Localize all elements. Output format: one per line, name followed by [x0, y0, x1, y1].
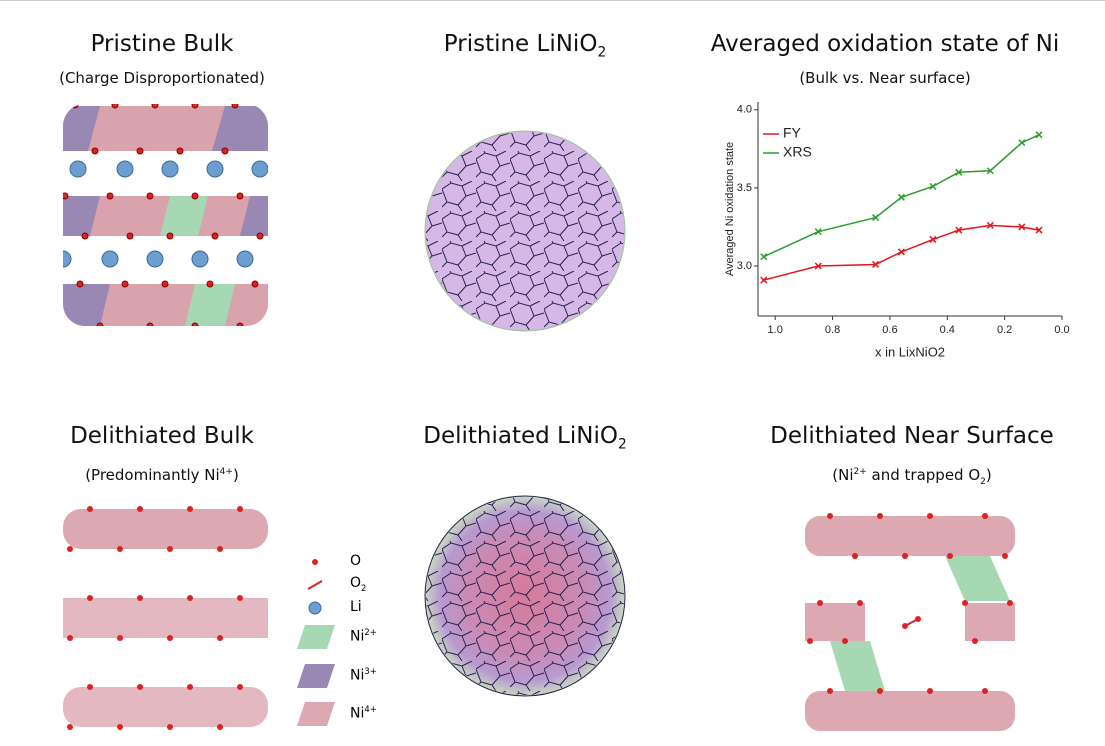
legend-label: FY: [783, 125, 802, 141]
title-text: Pristine LiNiO: [444, 31, 598, 57]
illustrations: FY XRS x in LixNiO2 Averaged Ni oxidatio…: [0, 1, 1105, 746]
point-marker: [1019, 140, 1025, 146]
t: 2+: [364, 627, 376, 637]
panel-title: Delithiated Bulk: [70, 423, 254, 449]
line-chart: FY XRS x in LixNiO2 Averaged Ni oxidatio…: [724, 102, 1070, 359]
legend-label: Ni2+: [350, 627, 377, 645]
x-tick-label: 0.6: [882, 324, 897, 336]
figure: FY XRS x in LixNiO2 Averaged Ni oxidatio…: [0, 0, 1105, 746]
delithiated-bulk-structure: [63, 506, 268, 730]
t: 4+: [220, 467, 233, 477]
panel-subtitle: (Ni2+ and trapped O2): [832, 466, 992, 487]
t: 3+: [364, 666, 376, 676]
t: ): [986, 466, 992, 484]
legend-label: O: [350, 553, 361, 569]
t: (Ni: [832, 466, 853, 484]
t: (Predominantly Ni: [85, 466, 219, 484]
legend-label: Li: [350, 599, 362, 615]
t: 4+: [364, 704, 376, 714]
t: Ni: [350, 706, 364, 722]
y-tick-label: 4.0: [737, 104, 752, 116]
x-tick-label: 0.2: [997, 324, 1012, 336]
x-tick-label: 0.8: [825, 324, 840, 336]
delithiated-mesh: [426, 497, 624, 695]
t: ): [233, 466, 239, 484]
t: Ni: [350, 629, 364, 645]
t: Ni: [350, 668, 364, 684]
point-marker: [898, 249, 904, 255]
legend-label: XRS: [783, 144, 812, 160]
t: and trapped O: [867, 466, 980, 484]
y-axis-label: Averaged Ni oxidation state: [724, 142, 736, 276]
point-marker: [1036, 132, 1042, 138]
x-axis-label: x in LixNiO2: [875, 344, 945, 359]
y-tick-label: 3.5: [737, 182, 752, 194]
structure-legend-icons: [297, 559, 335, 726]
panel-title: Delithiated Near Surface: [770, 423, 1054, 449]
panel-title: Pristine Bulk: [91, 31, 234, 57]
title-text: Delithiated LiNiO: [423, 423, 618, 449]
x-tick-label: 1.0: [768, 324, 783, 336]
t: 2: [361, 583, 366, 593]
panel-subtitle: (Predominantly Ni4+): [85, 466, 239, 484]
panel-title: Delithiated LiNiO2: [423, 423, 626, 453]
title-sub: 2: [618, 437, 627, 453]
panel-title: Pristine LiNiO2: [444, 31, 606, 61]
t: O: [350, 575, 361, 591]
panel-subtitle: (Charge Disproportionated): [59, 69, 265, 87]
point-marker: [761, 254, 767, 260]
panel-title: Averaged oxidation state of Ni: [711, 31, 1059, 57]
legend-label: Ni4+: [350, 704, 377, 722]
pristine-mesh: [426, 132, 624, 330]
title-sub: 2: [597, 45, 606, 61]
near-surface-structure: [805, 513, 1015, 731]
x-tick-label: 0.4: [940, 324, 955, 336]
t: 2+: [854, 467, 867, 477]
y-tick-label: 3.0: [737, 260, 752, 272]
x-tick-label: 0.0: [1054, 324, 1069, 336]
legend-label: Ni3+: [350, 666, 377, 684]
panel-subtitle: (Bulk vs. Near surface): [799, 69, 970, 87]
pristine-bulk-structure: [55, 102, 268, 329]
legend-label: O2: [350, 575, 366, 593]
